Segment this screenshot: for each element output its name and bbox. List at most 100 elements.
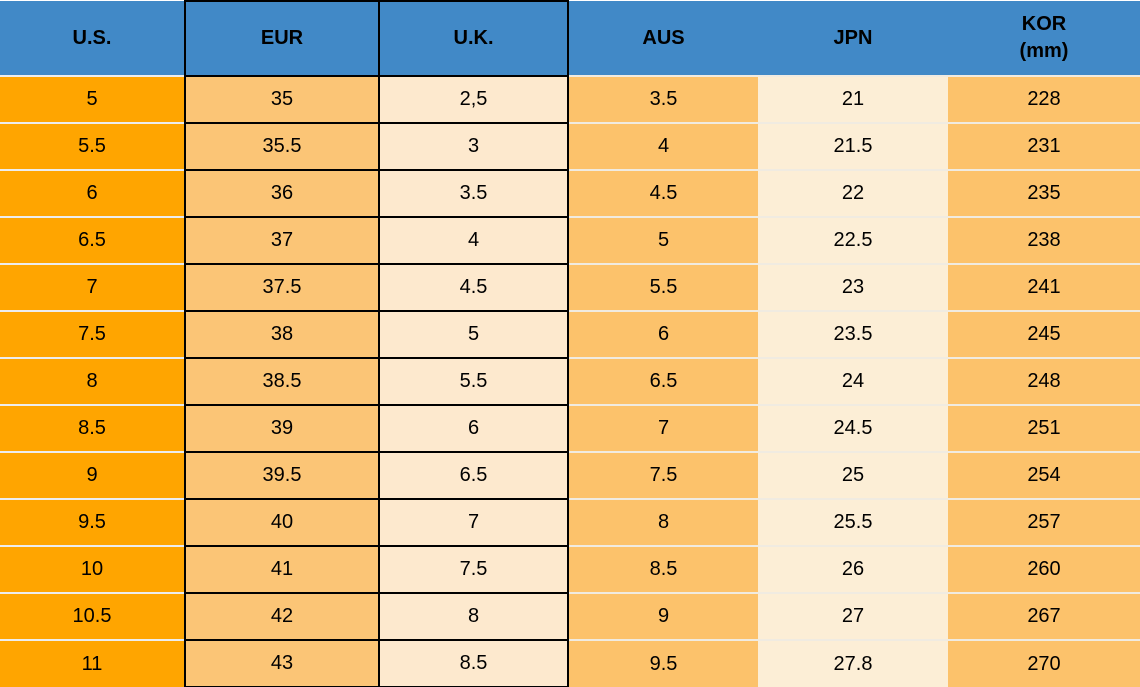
table-row: 9 39.5 6.5 7.5 25 254 (0, 451, 1140, 500)
table-row: 11 43 8.5 9.5 27.8 270 (0, 639, 1140, 687)
cell-us: 5.5 (0, 122, 185, 170)
cell-kor: 267 (948, 592, 1140, 640)
cell-eur: 40 (184, 498, 380, 547)
cell-aus: 9 (568, 592, 758, 640)
header-row: U.S. EUR U.K. AUS JPN KOR (mm) (0, 0, 1140, 77)
table-row: 6 36 3.5 4.5 22 235 (0, 169, 1140, 218)
cell-us: 11 (0, 639, 185, 687)
cell-eur: 36 (184, 169, 380, 218)
cell-aus: 9.5 (568, 639, 758, 687)
cell-jpn: 24 (758, 357, 948, 405)
cell-uk: 4 (378, 216, 569, 265)
cell-kor: 241 (948, 263, 1140, 311)
cell-eur: 39 (184, 404, 380, 453)
cell-jpn: 21 (758, 75, 948, 123)
cell-uk: 8 (378, 592, 569, 641)
table-row: 8 38.5 5.5 6.5 24 248 (0, 357, 1140, 406)
col-header-aus: AUS (568, 1, 758, 76)
table-row: 7 37.5 4.5 5.5 23 241 (0, 263, 1140, 312)
cell-uk: 2,5 (378, 75, 569, 124)
table-row: 9.5 40 7 8 25.5 257 (0, 498, 1140, 547)
cell-aus: 7 (568, 404, 758, 452)
cell-kor: 254 (948, 451, 1140, 499)
cell-us: 7.5 (0, 310, 185, 358)
cell-uk: 7.5 (378, 545, 569, 594)
cell-uk: 5.5 (378, 357, 569, 406)
cell-kor: 245 (948, 310, 1140, 358)
cell-uk: 7 (378, 498, 569, 547)
cell-aus: 8 (568, 498, 758, 546)
cell-kor: 238 (948, 216, 1140, 264)
cell-us: 10.5 (0, 592, 185, 640)
cell-jpn: 22 (758, 169, 948, 217)
cell-eur: 42 (184, 592, 380, 641)
cell-jpn: 23 (758, 263, 948, 311)
col-header-eur: EUR (184, 0, 380, 77)
cell-eur: 38 (184, 310, 380, 359)
cell-jpn: 25.5 (758, 498, 948, 546)
cell-aus: 8.5 (568, 545, 758, 593)
cell-eur: 37.5 (184, 263, 380, 312)
cell-jpn: 26 (758, 545, 948, 593)
cell-uk: 4.5 (378, 263, 569, 312)
col-header-us: U.S. (0, 1, 185, 76)
cell-eur: 35.5 (184, 122, 380, 171)
cell-uk: 6 (378, 404, 569, 453)
table-row: 7.5 38 5 6 23.5 245 (0, 310, 1140, 359)
table-row: 6.5 37 4 5 22.5 238 (0, 216, 1140, 265)
cell-kor: 270 (948, 639, 1140, 687)
col-header-kor-sublabel: (mm) (1019, 40, 1069, 62)
cell-uk: 5 (378, 310, 569, 359)
cell-us: 8.5 (0, 404, 185, 452)
cell-aus: 4.5 (568, 169, 758, 217)
cell-uk: 3.5 (378, 169, 569, 218)
cell-aus: 5.5 (568, 263, 758, 311)
cell-jpn: 23.5 (758, 310, 948, 358)
cell-us: 10 (0, 545, 185, 593)
cell-aus: 4 (568, 122, 758, 170)
cell-kor: 260 (948, 545, 1140, 593)
table-row: 5 35 2,5 3.5 21 228 (0, 75, 1140, 124)
col-header-kor-label: KOR (1021, 13, 1067, 35)
cell-aus: 5 (568, 216, 758, 264)
cell-uk: 8.5 (378, 639, 569, 687)
cell-eur: 43 (184, 639, 380, 687)
cell-uk: 6.5 (378, 451, 569, 500)
cell-aus: 3.5 (568, 75, 758, 123)
cell-aus: 7.5 (568, 451, 758, 499)
cell-kor: 248 (948, 357, 1140, 405)
cell-aus: 6.5 (568, 357, 758, 405)
cell-jpn: 24.5 (758, 404, 948, 452)
cell-eur: 37 (184, 216, 380, 265)
cell-us: 5 (0, 75, 185, 123)
cell-kor: 228 (948, 75, 1140, 123)
cell-kor: 235 (948, 169, 1140, 217)
cell-us: 8 (0, 357, 185, 405)
cell-us: 6.5 (0, 216, 185, 264)
cell-us: 7 (0, 263, 185, 311)
cell-eur: 35 (184, 75, 380, 124)
cell-kor: 231 (948, 122, 1140, 170)
cell-us: 6 (0, 169, 185, 217)
cell-jpn: 22.5 (758, 216, 948, 264)
table-row: 5.5 35.5 3 4 21.5 231 (0, 122, 1140, 171)
cell-jpn: 21.5 (758, 122, 948, 170)
cell-uk: 3 (378, 122, 569, 171)
table-body: 5 35 2,5 3.5 21 228 5.5 35.5 3 4 21.5 231 6 36 3.5 4.5 2… (0, 75, 1140, 687)
col-header-jpn: JPN (758, 1, 948, 76)
cell-us: 9.5 (0, 498, 185, 546)
cell-jpn: 27 (758, 592, 948, 640)
cell-eur: 41 (184, 545, 380, 594)
cell-jpn: 27.8 (758, 639, 948, 687)
cell-eur: 39.5 (184, 451, 380, 500)
col-header-uk: U.K. (378, 0, 569, 77)
cell-aus: 6 (568, 310, 758, 358)
cell-eur: 38.5 (184, 357, 380, 406)
cell-kor: 257 (948, 498, 1140, 546)
col-header-kor: KOR (mm) (948, 1, 1140, 76)
table-row: 8.5 39 6 7 24.5 251 (0, 404, 1140, 453)
cell-jpn: 25 (758, 451, 948, 499)
table-row: 10 41 7.5 8.5 26 260 (0, 545, 1140, 594)
table-row: 10.5 42 8 9 27 267 (0, 592, 1140, 641)
